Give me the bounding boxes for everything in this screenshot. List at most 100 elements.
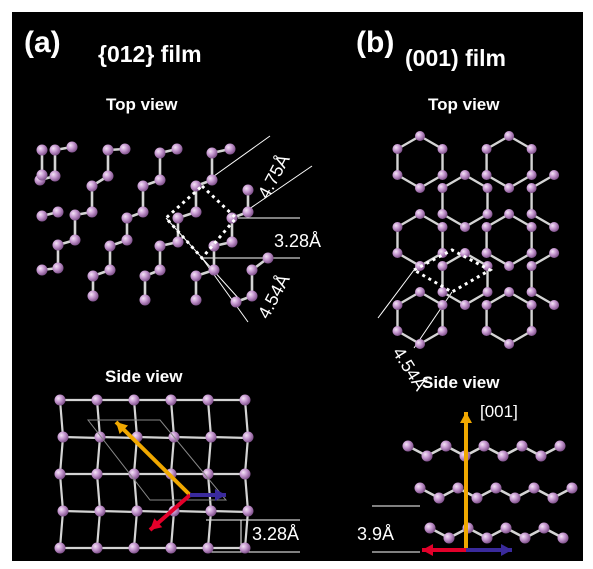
atom-sphere — [102, 170, 114, 182]
atom-sphere — [165, 394, 177, 406]
atom-sphere — [504, 183, 515, 193]
panel-b-side-view-label: Side view — [422, 373, 500, 392]
atom-sphere — [460, 300, 470, 310]
atom-sphere — [242, 505, 254, 517]
bond-line — [135, 435, 176, 440]
atom-sphere — [137, 206, 149, 218]
atom-sphere — [57, 431, 69, 443]
atom-sphere — [36, 210, 48, 222]
atom-sphere — [190, 206, 202, 218]
atom-sphere — [549, 170, 560, 180]
atom-sphere — [121, 212, 133, 224]
bond-line — [172, 435, 213, 440]
bond-line — [95, 509, 102, 550]
atom-sphere — [87, 270, 99, 282]
atom-sphere — [481, 144, 492, 154]
atom-sphere — [526, 144, 537, 154]
atom-sphere — [526, 209, 537, 219]
orange-arrow — [114, 420, 192, 497]
atom-sphere — [547, 492, 559, 504]
atom-sphere — [415, 209, 425, 219]
atom-sphere — [154, 240, 166, 252]
dotted-unit-cell-b — [410, 248, 494, 294]
atom-sphere — [516, 440, 528, 452]
atom-sphere — [392, 300, 403, 310]
atom-sphere — [205, 431, 217, 443]
panel-a-title: {012} film — [98, 41, 202, 67]
atom-sphere — [242, 431, 254, 443]
atom-sphere — [460, 170, 470, 180]
bond-line — [58, 472, 65, 513]
atom-sphere — [437, 144, 448, 154]
cell-outline — [86, 419, 228, 501]
atom-sphere — [526, 248, 537, 258]
panel-a-top-view-label: Top view — [106, 95, 178, 114]
atom-sphere — [104, 264, 116, 276]
atom-sphere — [91, 394, 103, 406]
atom-sphere — [224, 143, 236, 155]
atom-sphere — [504, 131, 515, 141]
atom-sphere — [500, 522, 512, 534]
panel-a-letter: (a) — [24, 26, 61, 59]
atom-sphere — [190, 270, 202, 282]
atom-sphere — [471, 492, 483, 504]
bond-line — [95, 398, 102, 439]
panel-b-top-view-label: Top view — [428, 95, 500, 114]
orange-arrow-b-head — [460, 412, 472, 423]
dotted-unit-cell — [163, 183, 239, 261]
atom-sphere — [460, 222, 470, 232]
bond-line — [58, 398, 65, 439]
bond-line — [98, 509, 139, 514]
atom-sphere — [190, 294, 202, 306]
dim-label-3-28-side: 3.28Å — [252, 524, 299, 544]
bond-line — [169, 509, 176, 550]
red-arrow-b-head — [422, 544, 433, 556]
atom-sphere — [519, 532, 531, 544]
atom-sphere — [481, 532, 493, 544]
bond-line — [169, 472, 176, 513]
bond-line — [172, 509, 213, 514]
unit-cell-overlays — [86, 183, 494, 501]
atom-sphere — [128, 468, 140, 480]
atom-sphere — [246, 264, 258, 276]
atom-sphere — [202, 394, 214, 406]
atom-sphere — [481, 248, 492, 258]
bond-line — [95, 472, 102, 513]
atom-sphere — [437, 326, 448, 336]
atom-sphere — [36, 144, 48, 156]
atom-sphere — [172, 212, 184, 224]
panel-b-letter: (b) — [356, 26, 394, 59]
atom-sphere — [91, 468, 103, 480]
atom-sphere — [504, 209, 515, 219]
bond-line — [61, 435, 102, 440]
bond-line — [206, 398, 213, 439]
atom-sphere — [392, 248, 403, 258]
atom-sphere — [139, 270, 151, 282]
blue-arrow-b-head — [501, 544, 512, 556]
atom-sphere — [528, 482, 540, 494]
direction-label-001: [001] — [480, 402, 518, 421]
atom-sphere — [205, 505, 217, 517]
atom-sphere — [526, 287, 537, 297]
atom-sphere — [137, 180, 149, 192]
atom-sphere — [566, 482, 578, 494]
atom-sphere — [102, 144, 114, 156]
atom-sphere — [437, 170, 448, 180]
bond-line — [243, 509, 250, 550]
bond-line — [209, 435, 250, 440]
atom-sphere — [481, 326, 492, 336]
bond-line — [243, 472, 250, 513]
bond-line — [61, 509, 102, 514]
atom-sphere — [437, 300, 448, 310]
atom-sphere — [440, 440, 452, 452]
atom-sphere — [433, 492, 445, 504]
atom-sphere — [415, 131, 425, 141]
atom-sphere — [504, 261, 515, 271]
atom-sphere — [482, 183, 493, 193]
atom-sphere — [154, 174, 166, 186]
atom-sphere — [94, 505, 106, 517]
atom-sphere — [49, 170, 61, 182]
atom-sphere — [526, 326, 537, 336]
guide-line — [201, 257, 249, 323]
